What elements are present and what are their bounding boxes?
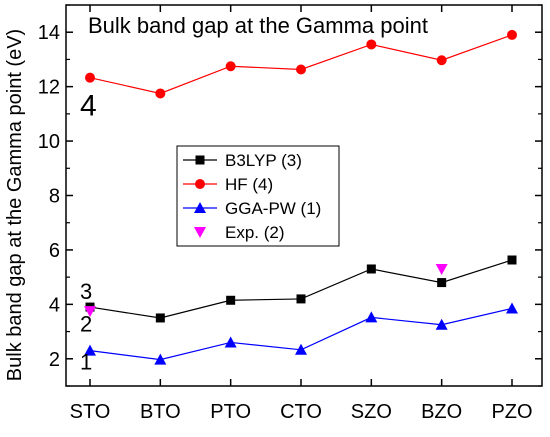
annotation-label: 3: [80, 279, 92, 304]
data-point-hf-4: [155, 88, 166, 99]
series-line-hf-4: [89, 34, 513, 95]
legend-marker: [195, 155, 205, 165]
data-point-gga-pw-1: [84, 344, 96, 356]
y-tick-label: 4: [49, 294, 60, 316]
x-tick-label: STO: [70, 401, 111, 423]
legend-label: Exp. (2): [225, 223, 285, 242]
x-tick-label: SZO: [351, 401, 392, 423]
x-tick-label: PTO: [210, 401, 251, 423]
data-point-gga-pw-1: [154, 353, 167, 365]
data-point-gga-pw-1: [506, 302, 518, 314]
y-tick-label: 6: [49, 240, 60, 262]
y-tick-label: 10: [38, 131, 60, 153]
data-point-b3lyp-3: [366, 264, 376, 274]
data-point-b3lyp-3: [437, 278, 447, 288]
y-axis-label: Bulk band gap at the Gamma point (eV): [4, 29, 26, 381]
legend-marker: [194, 202, 206, 213]
data-point-b3lyp-3: [507, 255, 517, 265]
legend-marker: [194, 227, 206, 238]
data-point-gga-pw-1: [435, 318, 448, 330]
data-point-exp-2: [435, 263, 448, 275]
data-point-hf-4: [436, 55, 447, 66]
chart-title: Bulk band gap at the Gamma point: [88, 13, 428, 38]
data-point-b3lyp-3: [155, 313, 165, 323]
x-tick-label: PZO: [491, 401, 532, 423]
legend-marker: [195, 179, 205, 189]
annotation-label: 4: [80, 90, 97, 123]
data-point-exp-2: [84, 306, 96, 318]
series-line-b3lyp-3: [89, 259, 513, 319]
legend-label: B3LYP (3): [225, 151, 302, 170]
legend-label: GGA-PW (1): [225, 199, 321, 218]
data-point-hf-4: [507, 29, 517, 40]
data-point-hf-4: [85, 72, 95, 83]
annotation-label: 1: [80, 350, 92, 375]
data-point-hf-4: [366, 39, 377, 50]
y-tick-label: 8: [49, 186, 60, 208]
data-point-gga-pw-1: [365, 311, 378, 323]
y-tick-label: 12: [38, 77, 60, 99]
data-point-b3lyp-3: [226, 295, 236, 305]
y-tick-label: 2: [49, 349, 60, 371]
data-point-gga-pw-1: [295, 343, 307, 355]
data-point-gga-pw-1: [224, 336, 237, 348]
legend-label: HF (4): [225, 175, 273, 194]
data-point-b3lyp-3: [296, 294, 306, 304]
data-point-hf-4: [296, 64, 306, 75]
x-tick-label: CTO: [280, 401, 322, 423]
x-tick-label: BZO: [421, 401, 462, 423]
data-point-hf-4: [225, 61, 236, 72]
y-tick-label: 14: [38, 22, 60, 44]
annotation-label: 2: [80, 311, 92, 336]
x-tick-label: BTO: [140, 401, 181, 423]
